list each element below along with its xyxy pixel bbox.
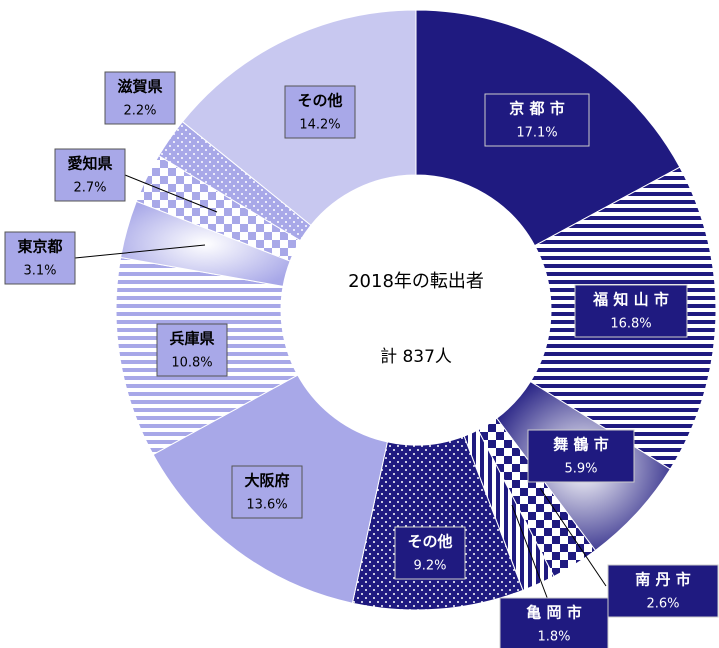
value-label: 17.1% — [516, 126, 557, 141]
label-box — [54, 148, 126, 202]
label-box — [499, 597, 609, 648]
category-label: 大阪府 — [244, 472, 289, 490]
category-label: 愛知県 — [67, 155, 112, 173]
value-label: 9.2% — [413, 559, 446, 574]
center-total: 計 837人 — [380, 347, 452, 367]
category-label: 東京都 — [17, 238, 62, 256]
value-label: 2.6% — [646, 597, 679, 612]
category-label: その他 — [407, 533, 452, 551]
label-box — [231, 465, 303, 519]
value-label: 5.9% — [564, 462, 597, 477]
label-box — [4, 231, 76, 285]
value-label: 14.2% — [299, 118, 340, 133]
leader-line — [74, 244, 206, 259]
label-box — [527, 429, 635, 483]
value-label: 1.8% — [537, 630, 570, 645]
value-label: 2.2% — [123, 104, 156, 119]
label-box — [484, 93, 590, 147]
label-box — [284, 85, 356, 139]
label-box — [104, 71, 176, 125]
leader-line — [511, 504, 549, 601]
category-label: 滋賀県 — [117, 78, 162, 96]
label-box — [394, 526, 466, 580]
category-label: 兵庫県 — [169, 330, 214, 348]
label-box — [156, 323, 228, 377]
category-label: 福 知 山 市 — [592, 291, 669, 309]
value-label: 13.6% — [246, 498, 287, 513]
category-label: 亀 岡 市 — [526, 604, 581, 622]
center-title: 2018年の転出者 — [348, 271, 484, 292]
category-label: 舞 鶴 市 — [553, 436, 608, 454]
label-box — [574, 284, 688, 338]
value-label: 2.7% — [73, 181, 106, 196]
category-label: 南 丹 市 — [635, 571, 690, 589]
category-label: 京 都 市 — [509, 100, 564, 118]
label-box — [607, 564, 719, 618]
value-label: 16.8% — [610, 317, 651, 332]
value-label: 10.8% — [171, 356, 212, 371]
leader-line — [539, 487, 607, 587]
leader-line — [124, 174, 218, 213]
value-label: 3.1% — [23, 264, 56, 279]
category-label: その他 — [297, 92, 342, 110]
